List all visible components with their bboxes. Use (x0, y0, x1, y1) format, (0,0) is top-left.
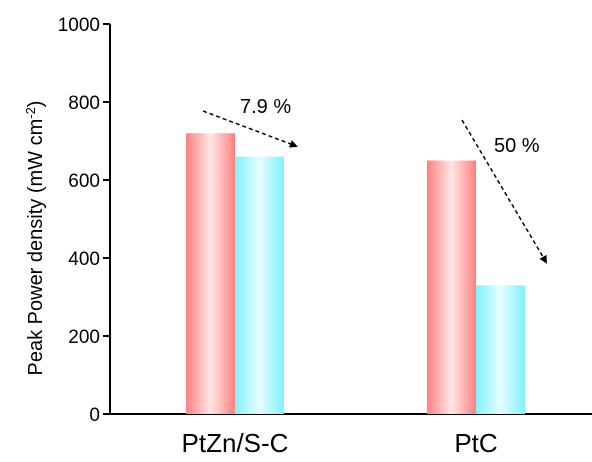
y-tick-label: 200 (68, 327, 100, 348)
y-tick-label: 400 (68, 249, 100, 270)
annotation-label-ptzn: 7.9 % (240, 96, 291, 118)
y-tick-label: 600 (68, 171, 100, 192)
x-category-label: PtC (454, 428, 497, 458)
annotation-label-ptc: 50 % (494, 135, 540, 157)
bar-ptzn-s-c-series-2 (235, 156, 284, 414)
bar-ptzn-s-c-series-1 (186, 133, 235, 414)
x-category-label: PtZn/S-C (182, 428, 289, 458)
y-tick-label: 800 (68, 93, 100, 114)
bar-ptc-series-1 (427, 160, 476, 414)
y-ticks: 0 200 400 600 800 1000 (58, 15, 110, 426)
y-axis-title: Peak Power density (mW cm-2) (23, 101, 48, 376)
bar-ptc-series-2 (476, 285, 525, 414)
y-tick-label: 0 (89, 405, 100, 426)
bars (186, 133, 525, 414)
annotation-arrow-ptzn (202, 110, 298, 148)
x-category-labels: PtZn/S-C PtC (182, 428, 498, 458)
y-tick-label: 1000 (58, 15, 100, 36)
